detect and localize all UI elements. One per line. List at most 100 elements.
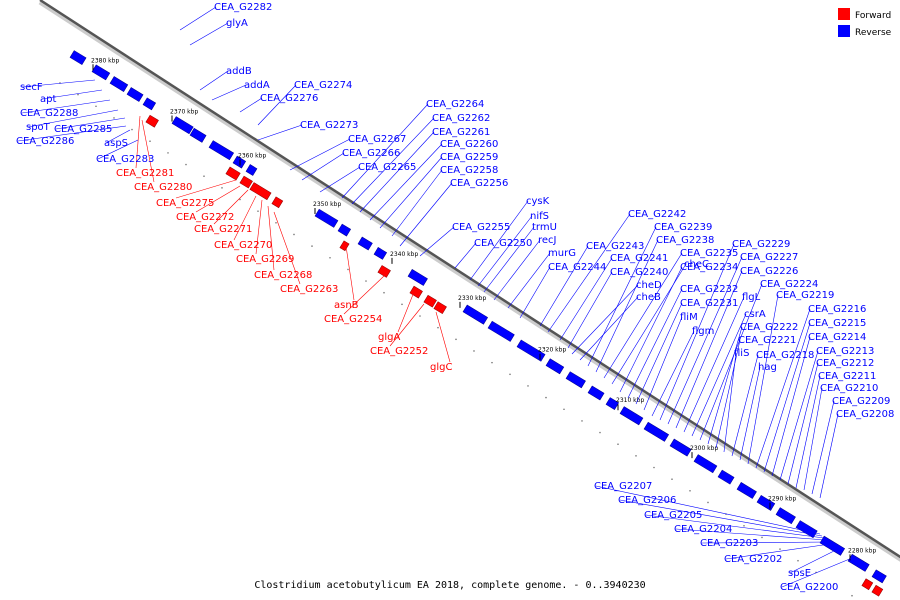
leader-line	[135, 115, 141, 169]
leader-line	[273, 211, 301, 285]
leader-line	[643, 316, 683, 411]
gene-block-reverse	[373, 247, 388, 260]
track-dot	[113, 117, 115, 119]
gene-label-forward: asnB	[334, 300, 359, 311]
leader-line	[763, 322, 811, 473]
leader-line	[27, 109, 119, 128]
leader-line	[645, 514, 825, 539]
gene-label-forward: CEA_G2252	[370, 346, 428, 357]
genome-caption: Clostridium acetobutylicum EA 2018, comp…	[254, 580, 645, 591]
gene-block-forward	[145, 114, 159, 128]
gene-label-reverse: apt	[40, 94, 56, 105]
leader-line	[795, 375, 821, 489]
track-dot	[131, 128, 133, 131]
scale-tick-label: 2340 kbp	[390, 251, 418, 258]
leader-line	[351, 117, 435, 205]
track-dot	[455, 338, 457, 341]
leader-line	[233, 195, 257, 241]
gene-label-reverse: murG	[548, 248, 576, 259]
gene-labels: CEA_G2282 glyA addB addA CEA_G2274 CEA_G2276 C…	[16, 2, 894, 593]
gene-label-reverse: nifS	[530, 211, 549, 222]
gene-block-reverse	[314, 208, 339, 228]
leader-line	[731, 354, 759, 457]
gene-block-reverse	[819, 535, 846, 556]
leader-line	[343, 275, 385, 315]
gene-label-reverse: CEA_G2227	[740, 252, 798, 263]
gene-label-reverse: CEA_G2255	[452, 222, 510, 233]
gene-label-reverse: CEA_G2273	[300, 120, 358, 131]
gene-block-forward	[423, 294, 437, 308]
track-dot	[743, 524, 745, 527]
gene-label-reverse: CEA_G2234	[680, 262, 738, 273]
gene-block-reverse	[736, 482, 757, 499]
gene-block-forward	[271, 196, 284, 209]
gene-block-forward	[377, 265, 391, 278]
gene-label-reverse: CEA_G2262	[432, 113, 490, 124]
gene-block-reverse	[795, 520, 818, 539]
gene-label-reverse: CEA_G2204	[674, 524, 732, 535]
leader-line	[454, 242, 477, 269]
leader-line	[41, 89, 103, 100]
leader-line	[747, 294, 779, 465]
gene-block-reverse	[871, 569, 887, 584]
leader-line	[391, 169, 443, 237]
gene-label-reverse: flgm	[692, 326, 714, 337]
gene-block-reverse	[545, 358, 565, 375]
gene-block-forward	[871, 584, 884, 597]
leader-line	[651, 330, 695, 417]
leader-line	[179, 6, 217, 31]
leader-line	[359, 131, 435, 213]
track-dot	[545, 396, 547, 399]
leader-line	[255, 199, 263, 255]
legend-label-forward: Forward	[855, 11, 891, 21]
leader-line	[267, 205, 275, 271]
gene-block-reverse	[487, 320, 515, 342]
track-dot	[293, 233, 295, 236]
leader-line	[257, 124, 303, 141]
gene-label-reverse: CEA_G2206	[618, 495, 676, 506]
gene-label-reverse: CEA_G2241	[610, 253, 668, 264]
leader-line	[21, 79, 96, 88]
gene-label-reverse: addB	[226, 66, 252, 77]
leader-line	[803, 387, 823, 491]
leader-line	[579, 296, 639, 361]
gene-label-reverse: CEA_G2261	[432, 127, 490, 138]
scale-ticks: 2380 kbp 2370 kbp 2360 kbp 2350 kbp 2340 kbp…	[59, 57, 876, 597]
gene-label-reverse: CEA_G2239	[654, 222, 712, 233]
gene-block-reverse	[142, 97, 157, 111]
track-dot	[365, 280, 367, 282]
gene-label-reverse: recJ	[538, 235, 557, 246]
track-dot	[77, 93, 79, 96]
track-dot	[509, 373, 511, 376]
gene-label-reverse: CEA_G2209	[832, 396, 890, 407]
gene-label-reverse: glyA	[226, 18, 248, 29]
track-dot	[617, 443, 619, 445]
leader-line	[239, 97, 263, 113]
gene-label-reverse: aspS	[104, 138, 128, 149]
gene-block-forward	[239, 175, 253, 189]
leader-line	[289, 138, 351, 171]
leader-line	[707, 326, 743, 445]
gene-label-reverse: CEA_G2266	[342, 148, 400, 159]
gene-label-reverse: CEA_G2229	[732, 239, 790, 250]
leader-line	[781, 557, 853, 588]
track-dot	[329, 256, 331, 259]
gene-block-reverse	[516, 339, 546, 362]
gene-block-reverse	[643, 421, 670, 442]
track-dot	[761, 536, 763, 539]
track-dot	[671, 478, 673, 480]
legend-swatch-reverse	[838, 25, 850, 37]
leader-line	[435, 311, 451, 363]
scale-tick-label: 2330 kbp	[458, 295, 486, 302]
leader-line	[301, 152, 345, 181]
gene-label-reverse: spsE	[788, 568, 811, 579]
track-dot	[635, 455, 637, 457]
gene-block-reverse	[126, 87, 144, 102]
gene-label-reverse: CEA_G2240	[610, 267, 668, 278]
leader-line	[683, 296, 745, 433]
track-dot	[167, 152, 169, 154]
leader-line	[635, 302, 683, 405]
leader-line	[659, 243, 735, 421]
gene-label-reverse: CEA_G2242	[628, 209, 686, 220]
